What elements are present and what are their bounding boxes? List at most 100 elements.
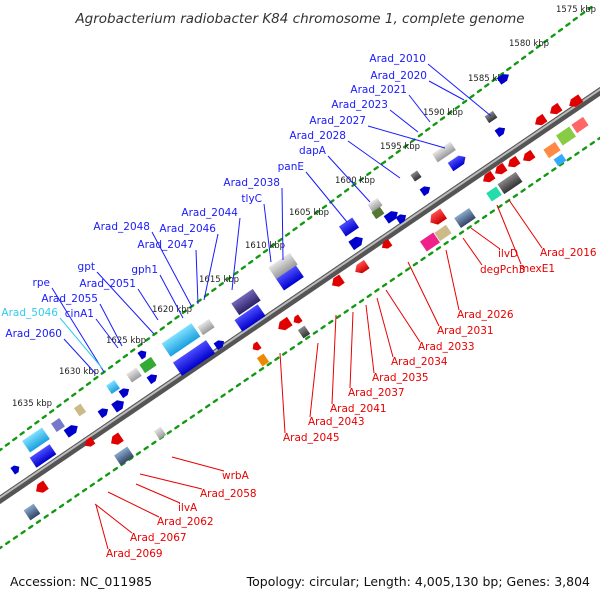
leader-line [470, 227, 501, 250]
leader-line [279, 352, 286, 434]
gene-label-reverse: Arad_2069 [106, 548, 163, 560]
gene-label-forward: Arad_2010 [369, 53, 426, 65]
gene-feature [420, 232, 440, 252]
gene-feature [153, 426, 167, 440]
leader-line [347, 140, 401, 179]
gene-feature [106, 380, 120, 394]
gene-feature [339, 217, 359, 237]
leader-line [94, 503, 133, 534]
ruler-label: 1585 kbp [468, 74, 508, 84]
gene-feature [63, 425, 78, 438]
ruler-label: 1600 kbp [335, 176, 375, 186]
gene-label-reverse: Arad_2062 [157, 516, 214, 528]
ruler-label: 1630 kbp [59, 367, 99, 377]
gene-feature [213, 340, 225, 351]
gene-feature [355, 259, 370, 274]
leader-line [305, 171, 348, 223]
gene-feature [454, 207, 476, 229]
leader-line [263, 203, 272, 263]
gene-feature [231, 288, 261, 316]
ruler-label: 1590 kbp [423, 108, 463, 118]
gene-feature [553, 153, 567, 167]
leader-line [445, 249, 460, 311]
gene-label-forward: gph1 [131, 264, 158, 276]
gene-feature [29, 444, 57, 468]
gene-label-reverse: ilvA [178, 502, 198, 514]
leader-line [331, 314, 337, 405]
ruler-label: 1620 kbp [152, 305, 192, 315]
gene-features [10, 74, 589, 521]
leader-line [99, 303, 123, 347]
gene-feature [293, 314, 303, 324]
gene-feature [36, 480, 49, 493]
gene-label-forward: Arad_2038 [223, 177, 280, 189]
map-title: Agrobacterium radiobacter K84 chromosome… [74, 11, 524, 27]
gene-label-reverse: Arad_2034 [391, 356, 448, 368]
gene-label-reverse: Arad_2016 [540, 247, 597, 259]
gene-feature [234, 304, 266, 332]
gene-label-forward: Arad_2051 [79, 278, 136, 290]
gene-feature [22, 427, 50, 453]
gene-label-forward: panE [278, 161, 304, 173]
gene-feature [51, 418, 65, 432]
gene-label-forward: Arad_2021 [350, 84, 407, 96]
gene-feature [348, 236, 363, 251]
gene-label-forward: gpt [78, 261, 95, 273]
gene-feature [571, 116, 589, 134]
gene-label-reverse: wrbA [222, 470, 250, 482]
leader-line [281, 187, 284, 261]
leader-line [462, 237, 483, 266]
leader-line [203, 233, 219, 301]
gene-feature [486, 186, 502, 202]
leader-line [309, 342, 319, 418]
gene-feature [139, 356, 157, 374]
gene-label-reverse: Arad_2041 [330, 403, 387, 415]
leader-line [139, 473, 203, 490]
gene-feature [483, 170, 496, 183]
gene-feature [381, 238, 393, 249]
leader-line [408, 94, 431, 123]
gene-feature [276, 265, 304, 291]
leader-line [51, 287, 105, 373]
gene-feature [447, 155, 466, 172]
gene-feature [497, 171, 523, 195]
gene-feature [256, 353, 270, 367]
leader-line [231, 217, 241, 291]
gene-feature [434, 224, 452, 242]
gene-label-reverse: Arad_2043 [308, 416, 365, 428]
ruler-label: 1605 kbp [289, 208, 329, 218]
gene-label-reverse: degPch3 [480, 264, 525, 276]
leader-line [376, 297, 394, 358]
ruler-label: 1625 kbp [106, 336, 146, 346]
leader-line [349, 311, 354, 389]
gene-label-reverse: Arad_2045 [283, 432, 340, 444]
leader-line [95, 504, 109, 550]
position-ruler: 1575 kbp 1580 kbp 1585 kbp 1590 kbp 1595 kbp… [0, 5, 600, 550]
ruler-label: 1580 kbp [509, 39, 549, 49]
gene-feature [97, 408, 109, 419]
ruler-label: 1575 kbp [556, 5, 596, 15]
gene-label-forward: dapA [299, 145, 327, 157]
gene-feature [73, 403, 87, 417]
gene-label-forward: Arad_2027 [309, 115, 366, 127]
gene-label-forward: Arad_2047 [137, 239, 194, 251]
gene-feature [161, 323, 201, 357]
gene-feature [410, 170, 422, 182]
gene-label-forward: Arad_2028 [289, 130, 346, 142]
leader-line [159, 274, 184, 319]
gene-feature [278, 316, 293, 331]
gene-feature [111, 432, 124, 445]
gene-label-forward: Arad_2044 [181, 207, 238, 219]
gene-feature [118, 388, 130, 399]
gene-feature [508, 155, 521, 168]
leader-line [151, 231, 193, 308]
gene-feature [432, 141, 456, 163]
gene-label-reverse: ilvD [498, 248, 518, 260]
gene-feature [332, 274, 345, 287]
gene-feature [535, 113, 548, 126]
gene-feature [496, 74, 509, 85]
gene-feature [111, 400, 124, 413]
gene-label-forward: Arad_2055 [41, 293, 98, 305]
leader-line [428, 80, 465, 101]
